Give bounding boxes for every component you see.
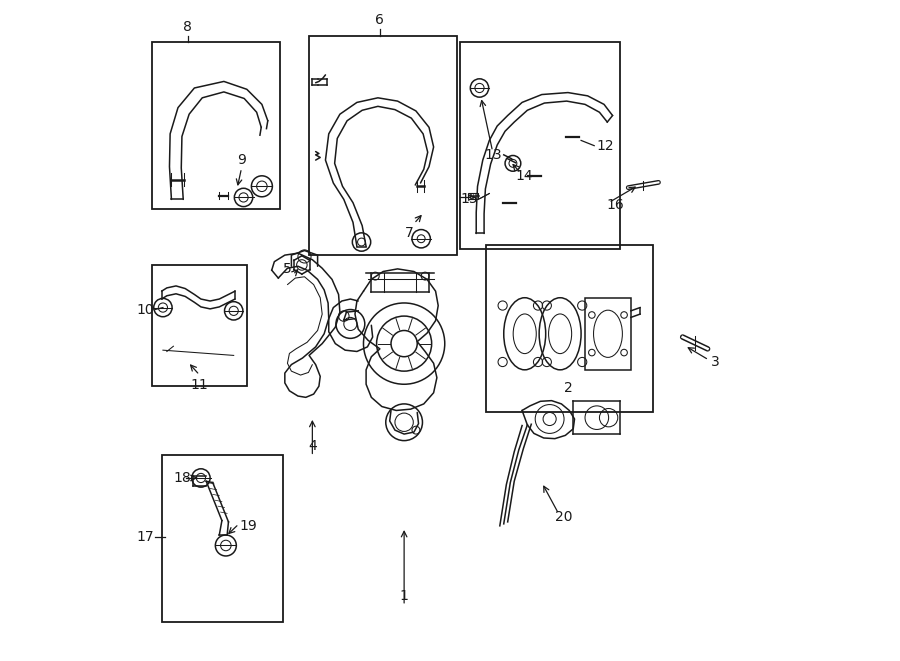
Bar [468,193,478,200]
Text: 18: 18 [174,471,191,485]
Bar [152,42,280,210]
Bar [309,36,456,255]
Text: 2: 2 [563,381,572,395]
Text: 11: 11 [191,377,209,392]
Text: 8: 8 [184,20,193,34]
Text: 1: 1 [400,588,409,603]
Text: 4: 4 [308,439,317,453]
Text: 14: 14 [516,169,533,184]
Text: 3: 3 [711,355,720,369]
Text: 5: 5 [284,262,292,276]
Text: 10: 10 [137,303,154,317]
Text: 6: 6 [375,13,384,27]
Text: 7: 7 [405,225,414,240]
Bar [162,455,283,622]
Text: 19: 19 [238,519,256,533]
Text: 20: 20 [555,510,572,524]
Text: 12: 12 [596,139,614,153]
Bar [152,265,247,386]
Text: 17: 17 [137,530,154,544]
Text: 9: 9 [237,153,246,167]
Text: 16: 16 [606,198,624,212]
Bar [460,42,620,249]
Text: 15: 15 [461,192,478,206]
Bar [486,245,653,412]
Text: 13: 13 [485,148,502,162]
